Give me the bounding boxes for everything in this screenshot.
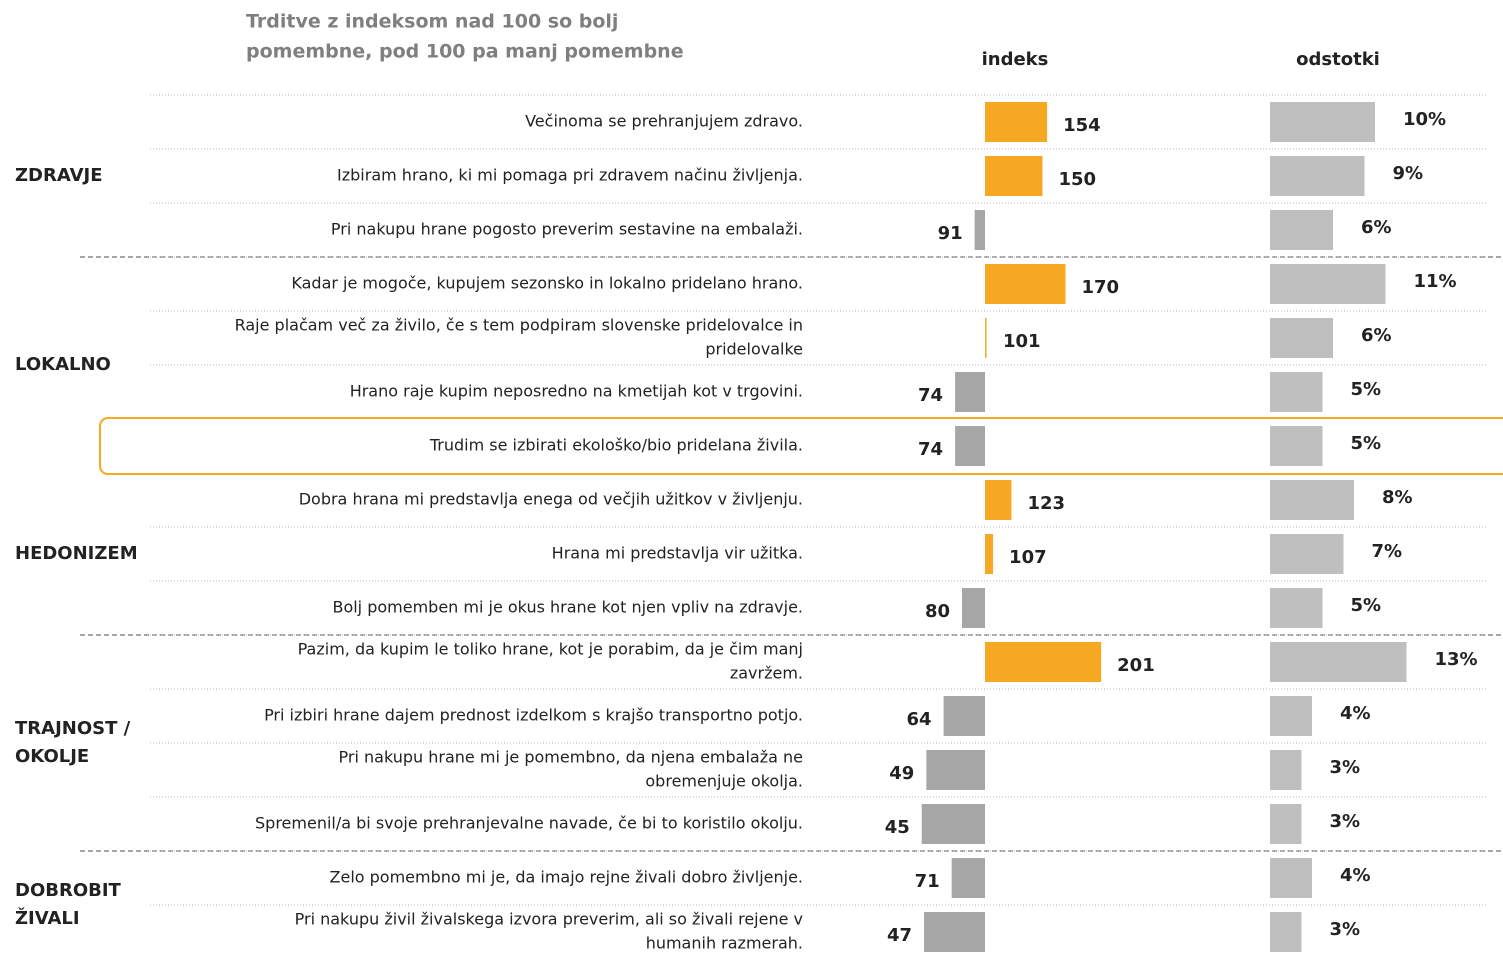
percent-bar bbox=[1270, 102, 1375, 142]
index-value: 170 bbox=[1082, 277, 1120, 298]
group-label: LOKALNO bbox=[15, 354, 111, 375]
percent-value: 9% bbox=[1393, 163, 1424, 184]
statement-label: pridelovalke bbox=[705, 340, 803, 359]
statement-label: Pri nakupu hrane mi je pomembno, da njen… bbox=[339, 748, 803, 767]
index-bar bbox=[951, 858, 985, 898]
index-bar bbox=[955, 372, 985, 412]
index-bar bbox=[985, 318, 987, 358]
statement-label: Bolj pomemben mi je okus hrane kot njen … bbox=[332, 598, 803, 617]
percent-bar bbox=[1270, 588, 1323, 628]
percent-bar bbox=[1270, 264, 1386, 304]
percent-value: 7% bbox=[1372, 541, 1403, 562]
percent-value: 13% bbox=[1435, 649, 1478, 670]
index-value: 80 bbox=[925, 601, 950, 622]
percent-bar bbox=[1270, 750, 1302, 790]
index-value: 47 bbox=[887, 925, 912, 946]
statement-label: Pazim, da kupim le toliko hrane, kot je … bbox=[298, 640, 803, 659]
index-bar bbox=[962, 588, 985, 628]
group-label: HEDONIZEM bbox=[15, 543, 138, 564]
statement-label: Trudim se izbirati ekološko/bio pridelan… bbox=[429, 436, 803, 455]
index-value: 201 bbox=[1117, 655, 1155, 676]
index-value: 91 bbox=[938, 223, 963, 244]
percent-value: 4% bbox=[1340, 703, 1371, 724]
percent-value: 6% bbox=[1361, 325, 1392, 346]
index-bar bbox=[985, 156, 1043, 196]
index-value: 64 bbox=[907, 709, 932, 730]
chart-title: pomembne, pod 100 pa manj pomembne bbox=[246, 41, 684, 63]
statement-label: Zelo pomembno mi je, da imajo rejne živa… bbox=[330, 868, 803, 887]
percent-value: 5% bbox=[1351, 379, 1382, 400]
statement-label: Spremenil/a bi svoje prehranjevalne nava… bbox=[255, 814, 803, 833]
statement-label: humanih razmerah. bbox=[646, 934, 803, 953]
percent-value: 10% bbox=[1403, 109, 1446, 130]
percent-bar bbox=[1270, 642, 1407, 682]
percent-bar bbox=[1270, 804, 1302, 844]
statement-label: Pri izbiri hrane dajem prednost izdelkom… bbox=[264, 706, 803, 725]
group-label: ZDRAVJE bbox=[15, 165, 103, 186]
index-value: 123 bbox=[1027, 493, 1065, 514]
group-label: TRAJNOST / bbox=[15, 718, 131, 739]
percent-bar bbox=[1270, 372, 1323, 412]
percent-bar bbox=[1270, 480, 1354, 520]
percent-value: 5% bbox=[1351, 595, 1382, 616]
statement-label: Pri nakupu živil živalskega izvora preve… bbox=[295, 910, 803, 929]
group-label: OKOLJE bbox=[15, 746, 89, 767]
percent-bar bbox=[1270, 210, 1333, 250]
highlight-box bbox=[99, 417, 1503, 475]
statement-label: Izbiram hrano, ki mi pomaga pri zdravem … bbox=[337, 166, 803, 185]
index-value: 71 bbox=[915, 871, 940, 892]
index-value: 45 bbox=[885, 817, 910, 838]
percent-value: 3% bbox=[1330, 757, 1361, 778]
statement-label: Kadar je mogoče, kupujem sezonsko in lok… bbox=[291, 274, 803, 293]
percent-bar bbox=[1270, 858, 1312, 898]
statement-label: zavržem. bbox=[730, 664, 803, 683]
percent-bar bbox=[1270, 696, 1312, 736]
index-bar bbox=[955, 426, 985, 466]
percent-value: 6% bbox=[1361, 217, 1392, 238]
index-bar bbox=[985, 642, 1102, 682]
statement-label: Pri nakupu hrane pogosto preverim sestav… bbox=[331, 220, 803, 239]
index-value: 150 bbox=[1059, 169, 1097, 190]
index-bar bbox=[926, 750, 985, 790]
percent-bar bbox=[1270, 318, 1333, 358]
statement-label: Večinoma se prehranjujem zdravo. bbox=[525, 112, 803, 131]
statement-label: Raje plačam več za živilo, če s tem podp… bbox=[235, 316, 803, 335]
percent-bar bbox=[1270, 156, 1365, 196]
index-bar bbox=[924, 912, 985, 952]
statement-label: Hrana mi predstavlja vir užitka. bbox=[552, 544, 803, 563]
percent-bar bbox=[1270, 426, 1323, 466]
percent-value: 11% bbox=[1414, 271, 1457, 292]
statement-label: Dobra hrana mi predstavlja enega od večj… bbox=[299, 490, 803, 509]
percent-value: 3% bbox=[1330, 919, 1361, 940]
percent-value: 4% bbox=[1340, 865, 1371, 886]
index-bar bbox=[921, 804, 985, 844]
group-label: ŽIVALI bbox=[15, 907, 80, 929]
index-value: 154 bbox=[1063, 115, 1101, 136]
chart-title: Trditve z indeksom nad 100 so bolj bbox=[246, 11, 618, 33]
percent-bar bbox=[1270, 534, 1344, 574]
index-value: 74 bbox=[918, 385, 943, 406]
column-header: indeks bbox=[982, 49, 1049, 70]
index-value: 74 bbox=[918, 439, 943, 460]
index-bar bbox=[974, 210, 985, 250]
percent-value: 3% bbox=[1330, 811, 1361, 832]
index-bar bbox=[985, 534, 994, 574]
group-label: DOBROBIT bbox=[15, 880, 122, 901]
index-value: 107 bbox=[1009, 547, 1047, 568]
index-value: 101 bbox=[1003, 331, 1041, 352]
index-bar bbox=[985, 264, 1066, 304]
index-bar bbox=[985, 480, 1012, 520]
percent-value: 8% bbox=[1382, 487, 1413, 508]
index-bar bbox=[943, 696, 985, 736]
percent-bar bbox=[1270, 912, 1302, 952]
percent-value: 5% bbox=[1351, 433, 1382, 454]
column-header: odstotki bbox=[1296, 49, 1380, 70]
statement-label: obremenjuje okolja. bbox=[645, 772, 803, 791]
statement-label: Hrano raje kupim neposredno na kmetijah … bbox=[350, 382, 803, 401]
index-value: 49 bbox=[889, 763, 914, 784]
index-bar bbox=[985, 102, 1048, 142]
